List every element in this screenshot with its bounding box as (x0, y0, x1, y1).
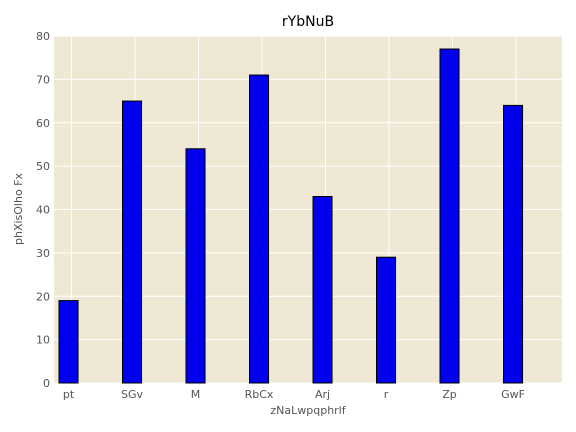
y-tick-label-20: 20 (36, 290, 50, 303)
y-tick-label-30: 30 (36, 247, 50, 260)
x-tick-label-pt: pt (63, 388, 75, 401)
bar-r (376, 256, 397, 384)
y-tick-label-60: 60 (36, 117, 50, 130)
x-ticks: pt SGv M RbCx Arj r Zp GwF (63, 388, 525, 401)
x-tick-label-Arj: Arj (315, 388, 330, 401)
bar-Arj (312, 195, 333, 384)
y-ticks: 0 10 20 30 40 50 60 70 80 (36, 30, 50, 390)
bar-SGv (122, 100, 143, 384)
bar-pt (58, 300, 79, 384)
x-axis-label: zNaLwpqphrlf (270, 404, 346, 417)
y-tick-label-70: 70 (36, 73, 50, 86)
x-tick-label-RbCx: RbCx (245, 388, 274, 401)
bars (58, 48, 524, 384)
y-tick-label-10: 10 (36, 334, 50, 347)
x-tick-label-Zp: Zp (442, 388, 457, 401)
bar-RbCx (249, 74, 270, 384)
bar-GwF (503, 104, 524, 384)
bar-M (185, 148, 206, 384)
y-axis-label: phXisOlho Fx (12, 172, 25, 245)
y-tick-label-0: 0 (43, 377, 50, 390)
x-tick-label-GwF: GwF (501, 388, 525, 401)
x-tick-label-SGv: SGv (121, 388, 144, 401)
y-tick-label-80: 80 (36, 30, 50, 43)
y-tick-label-50: 50 (36, 160, 50, 173)
x-tick-label-M: M (191, 388, 201, 401)
bar-Zp (439, 48, 460, 384)
chart-title: rYbNuB (282, 14, 334, 30)
y-tick-label-40: 40 (36, 204, 50, 217)
x-tick-label-r: r (384, 388, 389, 401)
